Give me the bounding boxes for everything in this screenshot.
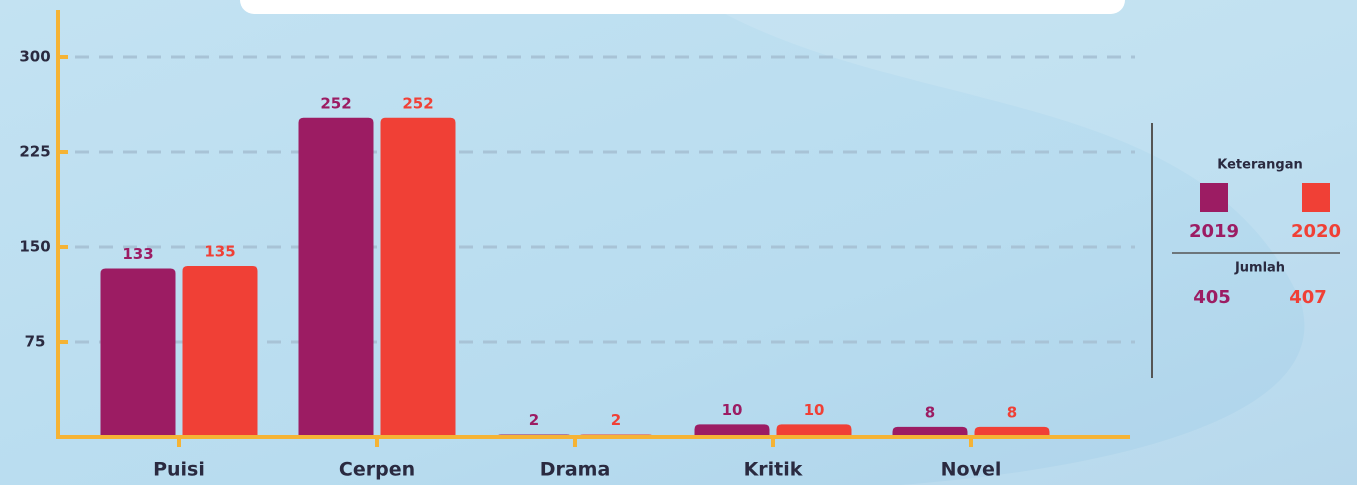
x-tick-label: Puisi (153, 459, 205, 481)
background-shape (700, 0, 1357, 485)
bar (974, 426, 1050, 437)
value-label: 10 (722, 401, 743, 419)
total-label: Jumlah (1234, 261, 1285, 276)
value-label: 135 (204, 243, 235, 261)
bar (182, 266, 258, 437)
bar (380, 117, 456, 438)
value-label: 133 (122, 245, 153, 263)
bar (100, 268, 176, 437)
title-card (240, 0, 1125, 14)
legend-label: 2019 (1189, 221, 1239, 242)
value-label: 8 (1007, 403, 1017, 421)
value-label: 252 (320, 94, 351, 112)
x-tick-label: Novel (941, 459, 1002, 481)
value-label: 10 (804, 401, 825, 419)
bar (776, 424, 852, 437)
x-tick-label: Cerpen (339, 459, 415, 481)
y-tick-label: 150 (19, 238, 50, 256)
x-tick-label: Drama (540, 459, 611, 481)
y-tick-label: 300 (19, 48, 50, 66)
value-label: 2 (611, 411, 621, 429)
value-label: 252 (402, 94, 433, 112)
value-label: 2 (529, 411, 539, 429)
legend-swatch (1302, 183, 1330, 212)
y-tick-label: 225 (19, 143, 50, 161)
total-value: 405 (1193, 287, 1231, 308)
bar (298, 117, 374, 438)
legend-label: 2020 (1291, 221, 1341, 242)
total-value: 407 (1289, 287, 1327, 308)
bar (892, 426, 968, 437)
y-tick-label: 75 (25, 333, 46, 351)
value-label: 8 (925, 403, 935, 421)
bar (694, 424, 770, 437)
x-tick-label: Kritik (744, 459, 803, 481)
legend-title: Keterangan (1217, 158, 1302, 173)
legend-swatch (1200, 183, 1228, 212)
